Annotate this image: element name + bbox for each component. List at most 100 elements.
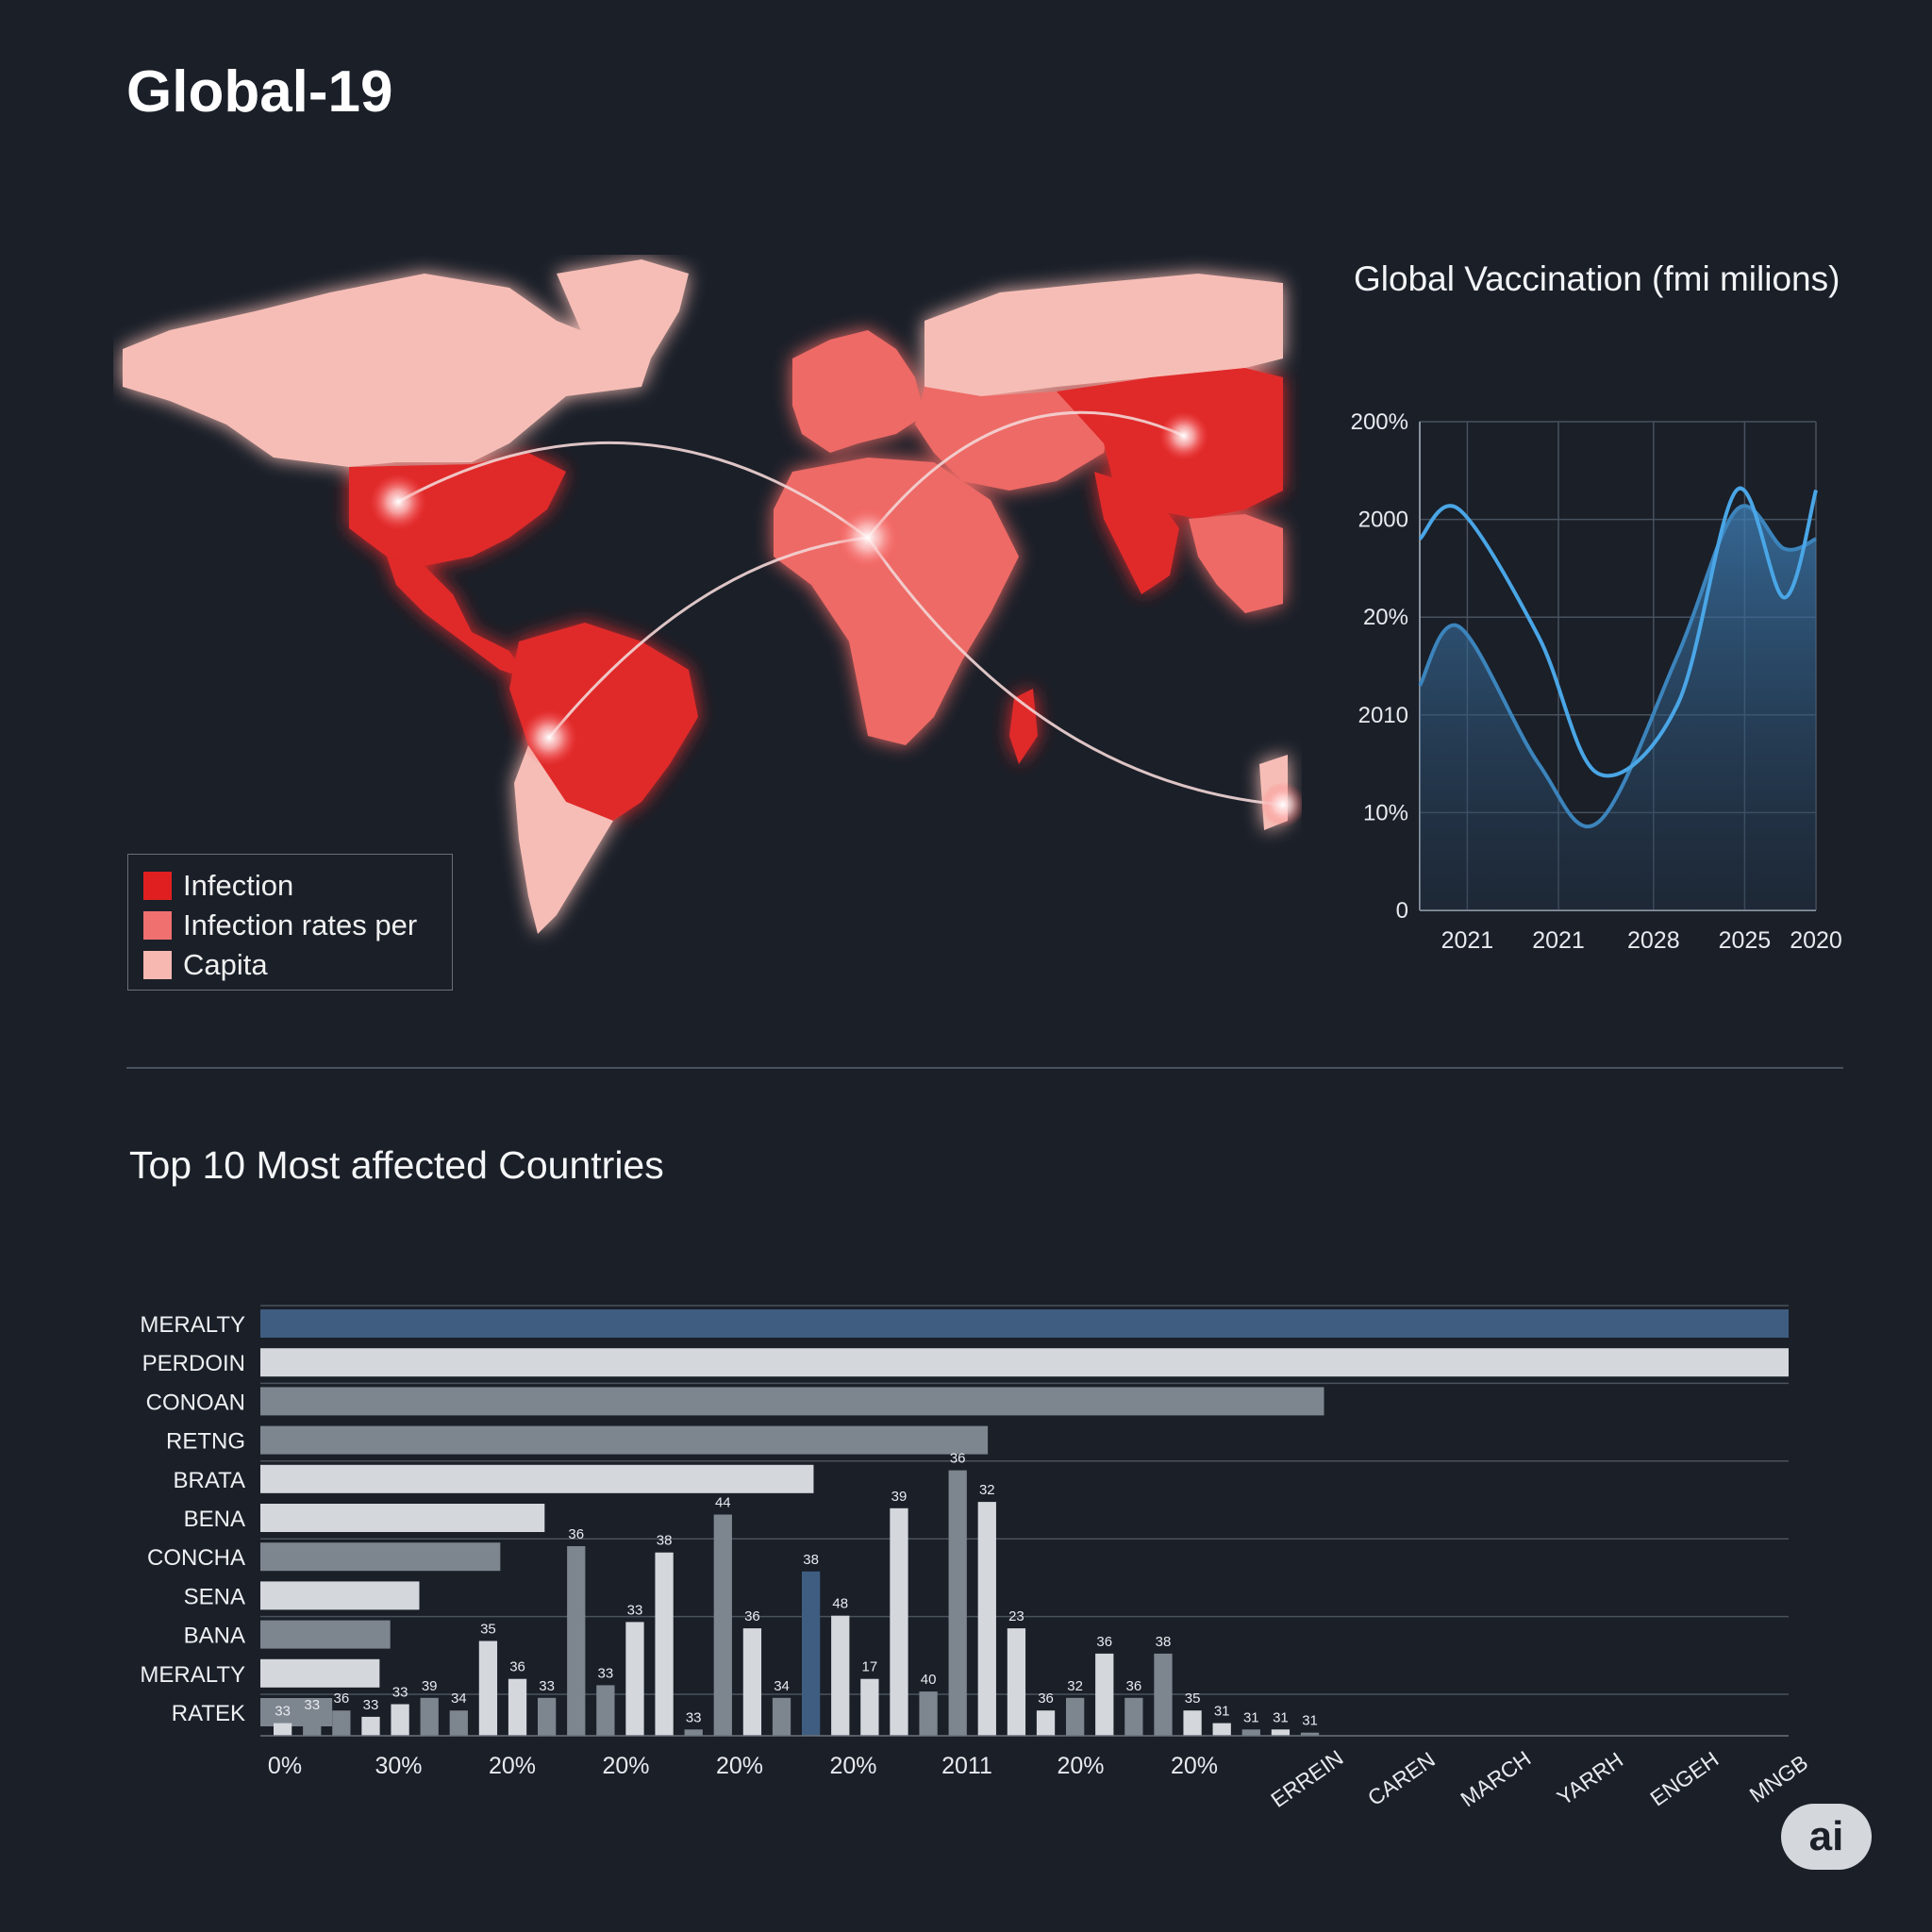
route-arc <box>547 536 869 739</box>
bar-value-label: 33 <box>598 1665 614 1681</box>
vertical-bar <box>713 1514 732 1736</box>
vertical-bar <box>332 1710 351 1736</box>
map-region-south-america-north <box>509 623 698 821</box>
y-tick-label: 0 <box>1396 898 1408 924</box>
bar-value-label: 32 <box>1067 1678 1083 1694</box>
x-tick-label: 20% <box>829 1753 876 1779</box>
vertical-bar <box>1007 1628 1026 1736</box>
vertical-bar <box>977 1502 996 1736</box>
country-bar <box>260 1698 333 1726</box>
series-area <box>1420 506 1816 910</box>
bar-value-label: 33 <box>539 1678 555 1694</box>
route-arc <box>397 441 869 540</box>
map-legend: Infection Infection rates per Capita <box>127 854 453 991</box>
bar-value-label: 36 <box>1096 1634 1112 1650</box>
vertical-bar <box>508 1678 527 1736</box>
map-region-north-america-north <box>123 274 651 467</box>
bar-value-label: 36 <box>509 1659 525 1675</box>
vertical-bar <box>478 1641 498 1736</box>
bar-value-label: 23 <box>1008 1608 1024 1624</box>
line-chart-title: Global Vaccination (fmi milions) <box>1354 259 1840 298</box>
y-tick-label: 2010 <box>1358 703 1408 728</box>
country-label: RATEK <box>172 1701 245 1726</box>
vertical-bar <box>274 1723 292 1736</box>
bar-value-label: 33 <box>275 1704 291 1720</box>
map-region-russia <box>924 274 1283 396</box>
legend-item: Infection rates per <box>143 906 437 945</box>
legend-item: Capita <box>143 945 437 985</box>
legend-label: Infection rates per <box>183 908 418 941</box>
series-line <box>1418 486 1818 778</box>
bar-value-label: 38 <box>1156 1634 1172 1650</box>
map-region-greenland <box>557 259 689 368</box>
country-label: MERALTY <box>140 1662 245 1688</box>
y-tick-label: 20% <box>1363 605 1408 630</box>
bar-value-label: 38 <box>803 1552 819 1568</box>
vertical-bar <box>1066 1697 1085 1736</box>
bar-value-label: 33 <box>686 1709 702 1725</box>
country-bar <box>260 1620 391 1649</box>
legend-swatch <box>143 911 172 940</box>
vertical-bar <box>361 1716 380 1736</box>
country-label: BANA <box>184 1624 245 1649</box>
x-tick-label: 2028 <box>1627 927 1680 954</box>
vertical-bar <box>948 1470 967 1736</box>
series-line <box>1418 504 1817 829</box>
country-label: MERALTY <box>140 1312 245 1338</box>
map-region-south-asia <box>1094 472 1179 594</box>
bar-value-label: 44 <box>715 1495 731 1511</box>
x-tick-label-rotated: MNGB <box>1745 1750 1812 1807</box>
vertical-bar <box>655 1552 674 1736</box>
hotspot-marker <box>521 709 577 766</box>
page-title: Global-19 <box>126 59 393 125</box>
bar-value-label: 33 <box>363 1697 379 1713</box>
x-tick-label: 30% <box>375 1753 422 1779</box>
map-region-africa <box>774 458 1019 745</box>
x-tick-label-rotated: ERREIN <box>1266 1745 1347 1812</box>
bar-value-label: 32 <box>979 1482 995 1498</box>
world-map <box>123 259 1302 934</box>
bar-value-label: 39 <box>891 1489 908 1505</box>
legend-swatch <box>143 872 172 900</box>
vertical-bar <box>1183 1710 1202 1736</box>
legend-swatch <box>143 951 172 979</box>
ai-badge: ai <box>1781 1804 1872 1870</box>
y-tick-label: 10% <box>1363 800 1408 825</box>
x-tick-label: 2025 <box>1719 927 1772 954</box>
x-tick-label: 2021 <box>1532 927 1585 954</box>
x-tick-label: 20% <box>1057 1753 1104 1779</box>
section-divider <box>126 1067 1843 1069</box>
vertical-bar <box>772 1697 791 1736</box>
bar-value-label: 38 <box>657 1533 673 1549</box>
bar-value-label: 34 <box>774 1678 790 1694</box>
bar-value-label: 31 <box>1302 1713 1318 1729</box>
bar-value-label: 40 <box>921 1672 937 1688</box>
x-tick-label: 2011 <box>941 1753 992 1779</box>
country-bar <box>260 1581 420 1610</box>
bar-value-label: 36 <box>334 1690 350 1707</box>
legend-item: Infection <box>143 866 437 906</box>
hotspot-marker <box>836 506 900 570</box>
bar-value-label: 48 <box>832 1596 848 1612</box>
country-label: SENA <box>184 1584 245 1609</box>
bar-value-label: 34 <box>451 1690 467 1707</box>
vertical-bar <box>802 1571 821 1736</box>
bar-value-label: 33 <box>627 1602 643 1618</box>
bar-value-label: 36 <box>1126 1678 1142 1694</box>
y-tick-label: 200% <box>1351 409 1408 435</box>
vertical-bar <box>1036 1710 1056 1736</box>
bar-value-label: 36 <box>950 1451 966 1467</box>
legend-label: Infection <box>183 869 294 902</box>
top-countries-bar-chart: MERALTY PERDOIN CONOAN RETNG BRATA BENA CONCHA… <box>140 1305 1812 1812</box>
vertical-bar <box>1124 1697 1143 1736</box>
legend-label: Capita <box>183 948 268 981</box>
country-bar <box>260 1464 814 1493</box>
vaccination-line-chart: 0 10% 2010 20% 2000 200% 2021 2021 2028 2025 2020 <box>1351 409 1842 954</box>
route-arc <box>866 410 1185 539</box>
country-bar <box>260 1348 1789 1377</box>
vertical-bar <box>596 1685 615 1736</box>
vertical-bar <box>420 1697 439 1736</box>
country-bar <box>260 1542 501 1572</box>
x-tick-label-rotated: CAREN <box>1363 1747 1440 1810</box>
vertical-bar <box>391 1704 409 1736</box>
